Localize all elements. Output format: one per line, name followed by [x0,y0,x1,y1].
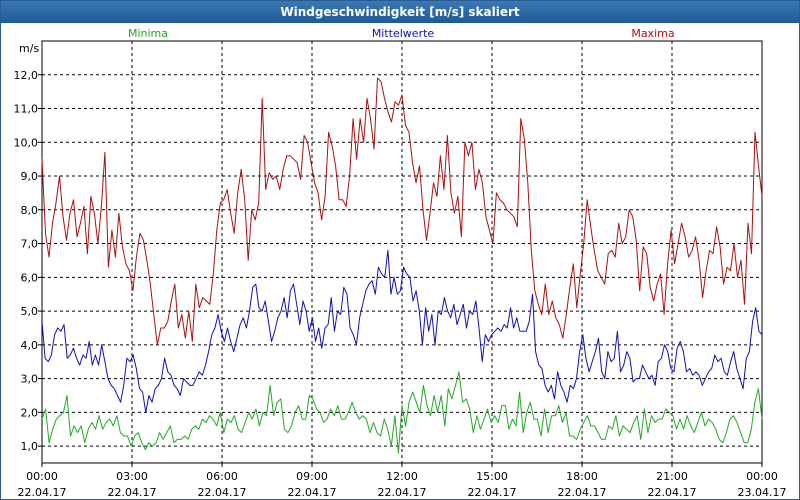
x-tick-time-label: 00:00 [746,470,778,483]
y-tick-label: 3,0 [21,373,39,386]
y-tick-label: 2,0 [21,406,39,419]
y-tick-label: 9,0 [21,170,39,183]
legend: Minima Mittelwerte Maxima [128,27,675,40]
x-tick-date-label: 22.04.17 [108,486,157,499]
y-tick-label: 12,0 [14,69,39,82]
x-tick-time-label: 09:00 [296,470,328,483]
y-tick-label: 5,0 [21,305,39,318]
legend-item-mittelwerte: Mittelwerte [372,27,435,40]
series-group [41,77,763,454]
series-line-mittelwerte [41,249,763,413]
x-tick-date-label: 22.04.17 [288,486,337,499]
y-tick-label: 10,0 [14,136,39,149]
x-axis: 00:00 22.04.17 03:00 22.04.17 06:00 22.04.17 0… [18,463,787,499]
x-tick-date-label: 22.04.17 [18,486,67,499]
x-tick-date-label: 22.04.17 [378,486,427,499]
legend-item-minima: Minima [128,27,168,40]
y-axis-label: m/s [19,42,39,55]
y-axis: m/s 1,0 2,0 3,0 4,0 5,0 6,0 7,0 8,0 9,0 10,0 11,0 1… [14,42,42,453]
y-tick-label: 1,0 [21,440,39,453]
y-tick-label: 11,0 [14,103,39,116]
legend-item-maxima: Maxima [631,27,674,40]
window-title: Windgeschwindigkeit [m/s] skaliert [1,1,799,23]
y-tick-label: 8,0 [21,204,39,217]
y-tick-label: 7,0 [21,238,39,251]
y-tick-label: 4,0 [21,339,39,352]
x-tick-date-label: 22.04.17 [468,486,517,499]
x-tick-time-label: 00:00 [26,470,58,483]
line-chart: m/s 1,0 2,0 3,0 4,0 5,0 6,0 7,0 8,0 9,0 10,0 11,0 1… [14,27,787,499]
x-tick-time-label: 03:00 [116,470,148,483]
x-tick-time-label: 21:00 [656,470,688,483]
y-tick-label: 6,0 [21,271,39,284]
series-line-minima [41,371,763,454]
x-tick-time-label: 15:00 [476,470,508,483]
series-line-maxima [41,77,763,346]
x-tick-date-label: 22.04.17 [198,486,247,499]
x-tick-time-label: 06:00 [206,470,238,483]
x-tick-date-label: 22.04.17 [558,486,607,499]
x-tick-time-label: 12:00 [386,470,418,483]
x-tick-date-label: 23.04.17 [738,486,787,499]
x-tick-time-label: 18:00 [566,470,598,483]
grid [42,41,762,463]
x-tick-date-label: 22.04.17 [648,486,697,499]
